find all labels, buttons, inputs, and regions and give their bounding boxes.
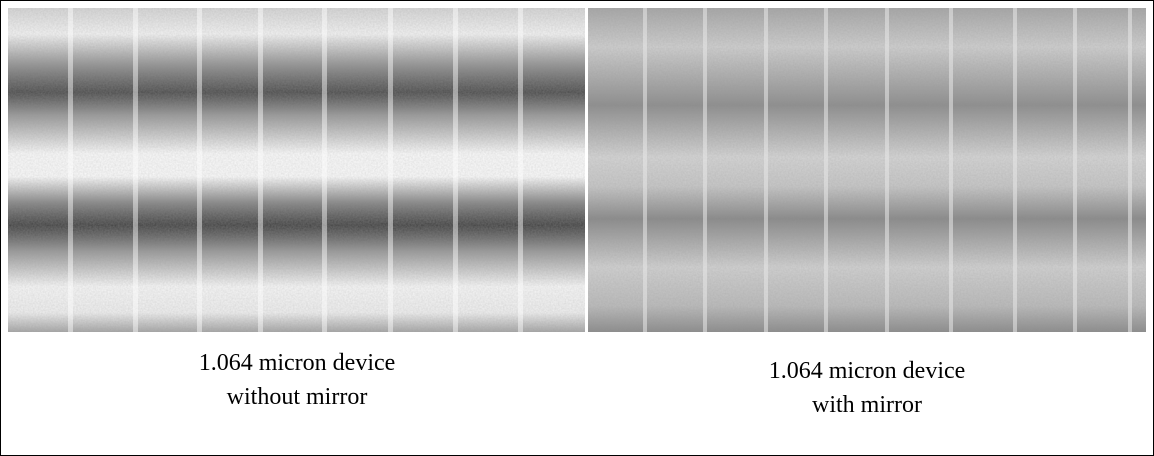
image-left — [8, 8, 585, 332]
caption-line: with mirror — [812, 392, 922, 418]
caption-line: without mirror — [227, 384, 368, 410]
caption-line: 1.064 micron device — [199, 350, 396, 376]
caption-line: 1.064 micron device — [769, 358, 966, 384]
image-right — [588, 8, 1146, 332]
